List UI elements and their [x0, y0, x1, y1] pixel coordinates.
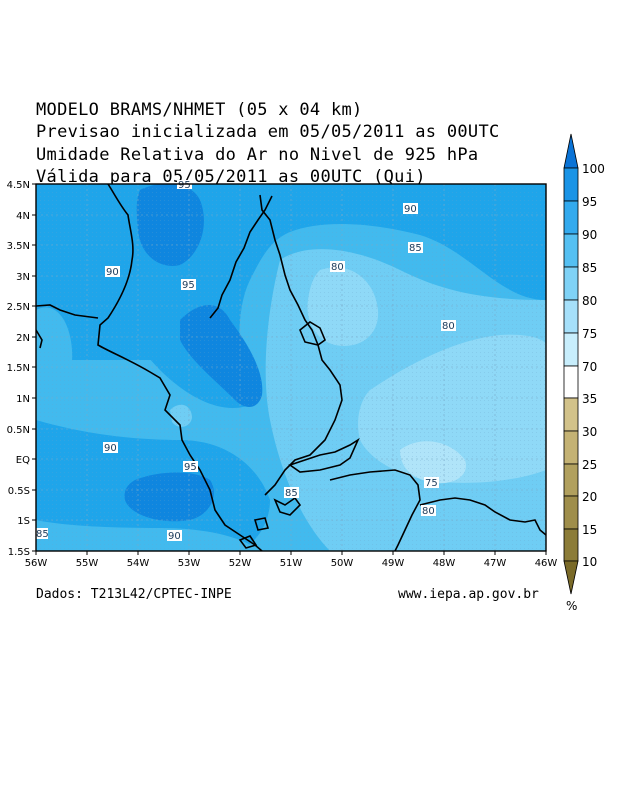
- lat-tick-label: 3N: [16, 272, 30, 283]
- colorbar-label: 70: [582, 360, 597, 374]
- lon-tick-label: 51W: [280, 558, 303, 569]
- contour-labels: 95 90 85 80 95 90 80 95 90 75 80 85 90 8…: [36, 180, 456, 542]
- colorbar-label: 25: [582, 458, 597, 472]
- colorbar-bottom-arrow: [563, 560, 579, 595]
- contour-label: 80: [331, 262, 344, 273]
- colorbar-segment: [563, 528, 579, 562]
- lat-tick-label: 4N: [16, 211, 30, 222]
- colorbar-label: 100: [582, 162, 605, 176]
- title-model: MODELO BRAMS/NHMET (05 x 04 km): [36, 100, 363, 120]
- contour-label: 95: [182, 280, 195, 291]
- lat-tick-label: 1N: [16, 394, 30, 405]
- lon-tick-label: 50W: [331, 558, 354, 569]
- lat-tick-label: 0.5S: [8, 486, 30, 497]
- coastlines-borders: [36, 184, 546, 551]
- lat-tick-label: 0.5N: [7, 425, 30, 436]
- contour-label: 75: [425, 478, 438, 489]
- colorbar-segment: [563, 463, 579, 497]
- contour-label: 80: [422, 506, 435, 517]
- colorbar-segment: [563, 167, 579, 202]
- lon-tick-label: 52W: [229, 558, 252, 569]
- lon-tick-label: 49W: [382, 558, 405, 569]
- title-forecast-init: Previsao inicializada em 05/05/2011 as 0…: [36, 122, 500, 142]
- colorbar-label: 35: [582, 392, 597, 406]
- colorbar-label: 75: [582, 327, 597, 341]
- contour-label: 85: [36, 529, 49, 540]
- lon-tick-label: 54W: [127, 558, 150, 569]
- colorbar-segment: [563, 332, 579, 367]
- lon-tick-label: 48W: [433, 558, 456, 569]
- lat-tick-label: 1S: [17, 516, 30, 527]
- lon-tick-label: 53W: [178, 558, 201, 569]
- colorbar-label: 85: [582, 261, 597, 275]
- lat-tick-label: 2.5N: [7, 302, 30, 313]
- lon-axis-labels: 56W 55W 54W 53W 52W 51W 50W 49W 48W 47W …: [25, 558, 558, 569]
- colorbar-label: 20: [582, 490, 597, 504]
- colorbar-label: 15: [582, 523, 597, 537]
- lat-tick-label: EQ: [16, 455, 30, 466]
- colorbar-segment: [563, 266, 579, 301]
- colorbar-segment: [563, 200, 579, 235]
- colorbar-segment: [563, 495, 579, 530]
- lon-tick-label: 56W: [25, 558, 48, 569]
- colorbar-label: 30: [582, 425, 597, 439]
- lon-tick-label: 46W: [535, 558, 558, 569]
- lat-tick-label: 1.5N: [7, 363, 30, 374]
- axis-ticks: [32, 183, 547, 555]
- data-source-label: Dados: T213L42/CPTEC-INPE: [36, 587, 232, 602]
- lat-tick-label: 3.5N: [7, 241, 30, 252]
- colorbar-label: 95: [582, 195, 597, 209]
- lat-tick-label: 2N: [16, 333, 30, 344]
- title-variable: Umidade Relativa do Ar no Nivel de 925 h…: [36, 145, 479, 165]
- lon-tick-label: 55W: [76, 558, 99, 569]
- contour-label: 90: [168, 531, 181, 542]
- contour-label: 90: [404, 204, 417, 215]
- contour-label: 90: [106, 267, 119, 278]
- contour-label: 80: [442, 321, 455, 332]
- colorbar-segment: [563, 365, 579, 399]
- lat-tick-label: 4.5N: [7, 180, 30, 191]
- lat-axis-labels: 4.5N 4N 3.5N 3N 2.5N 2N 1.5N 1N 0.5N EQ …: [7, 180, 31, 558]
- contour-label: 85: [285, 488, 298, 499]
- colorbar-segment: [563, 397, 579, 432]
- contour-label: 95: [184, 462, 197, 473]
- website-label: www.iepa.ap.gov.br: [398, 587, 539, 602]
- lon-tick-label: 47W: [484, 558, 507, 569]
- colorbar-top-arrow: [563, 133, 579, 169]
- colorbar-unit: %: [566, 599, 577, 613]
- colorbar-label: 10: [582, 555, 597, 569]
- contour-label: 85: [409, 243, 422, 254]
- colorbar: 100 95 90 85 80 75 70 35 30 25 20 15 10 …: [563, 133, 605, 613]
- contour-label: 95: [178, 180, 191, 191]
- colorbar-label: 90: [582, 228, 597, 242]
- lat-tick-label: 1.5S: [8, 547, 30, 558]
- colorbar-segment: [563, 299, 579, 334]
- colorbar-segment: [563, 233, 579, 268]
- colorbar-label: 80: [582, 294, 597, 308]
- contour-label: 90: [104, 443, 117, 454]
- colorbar-segment: [563, 430, 579, 465]
